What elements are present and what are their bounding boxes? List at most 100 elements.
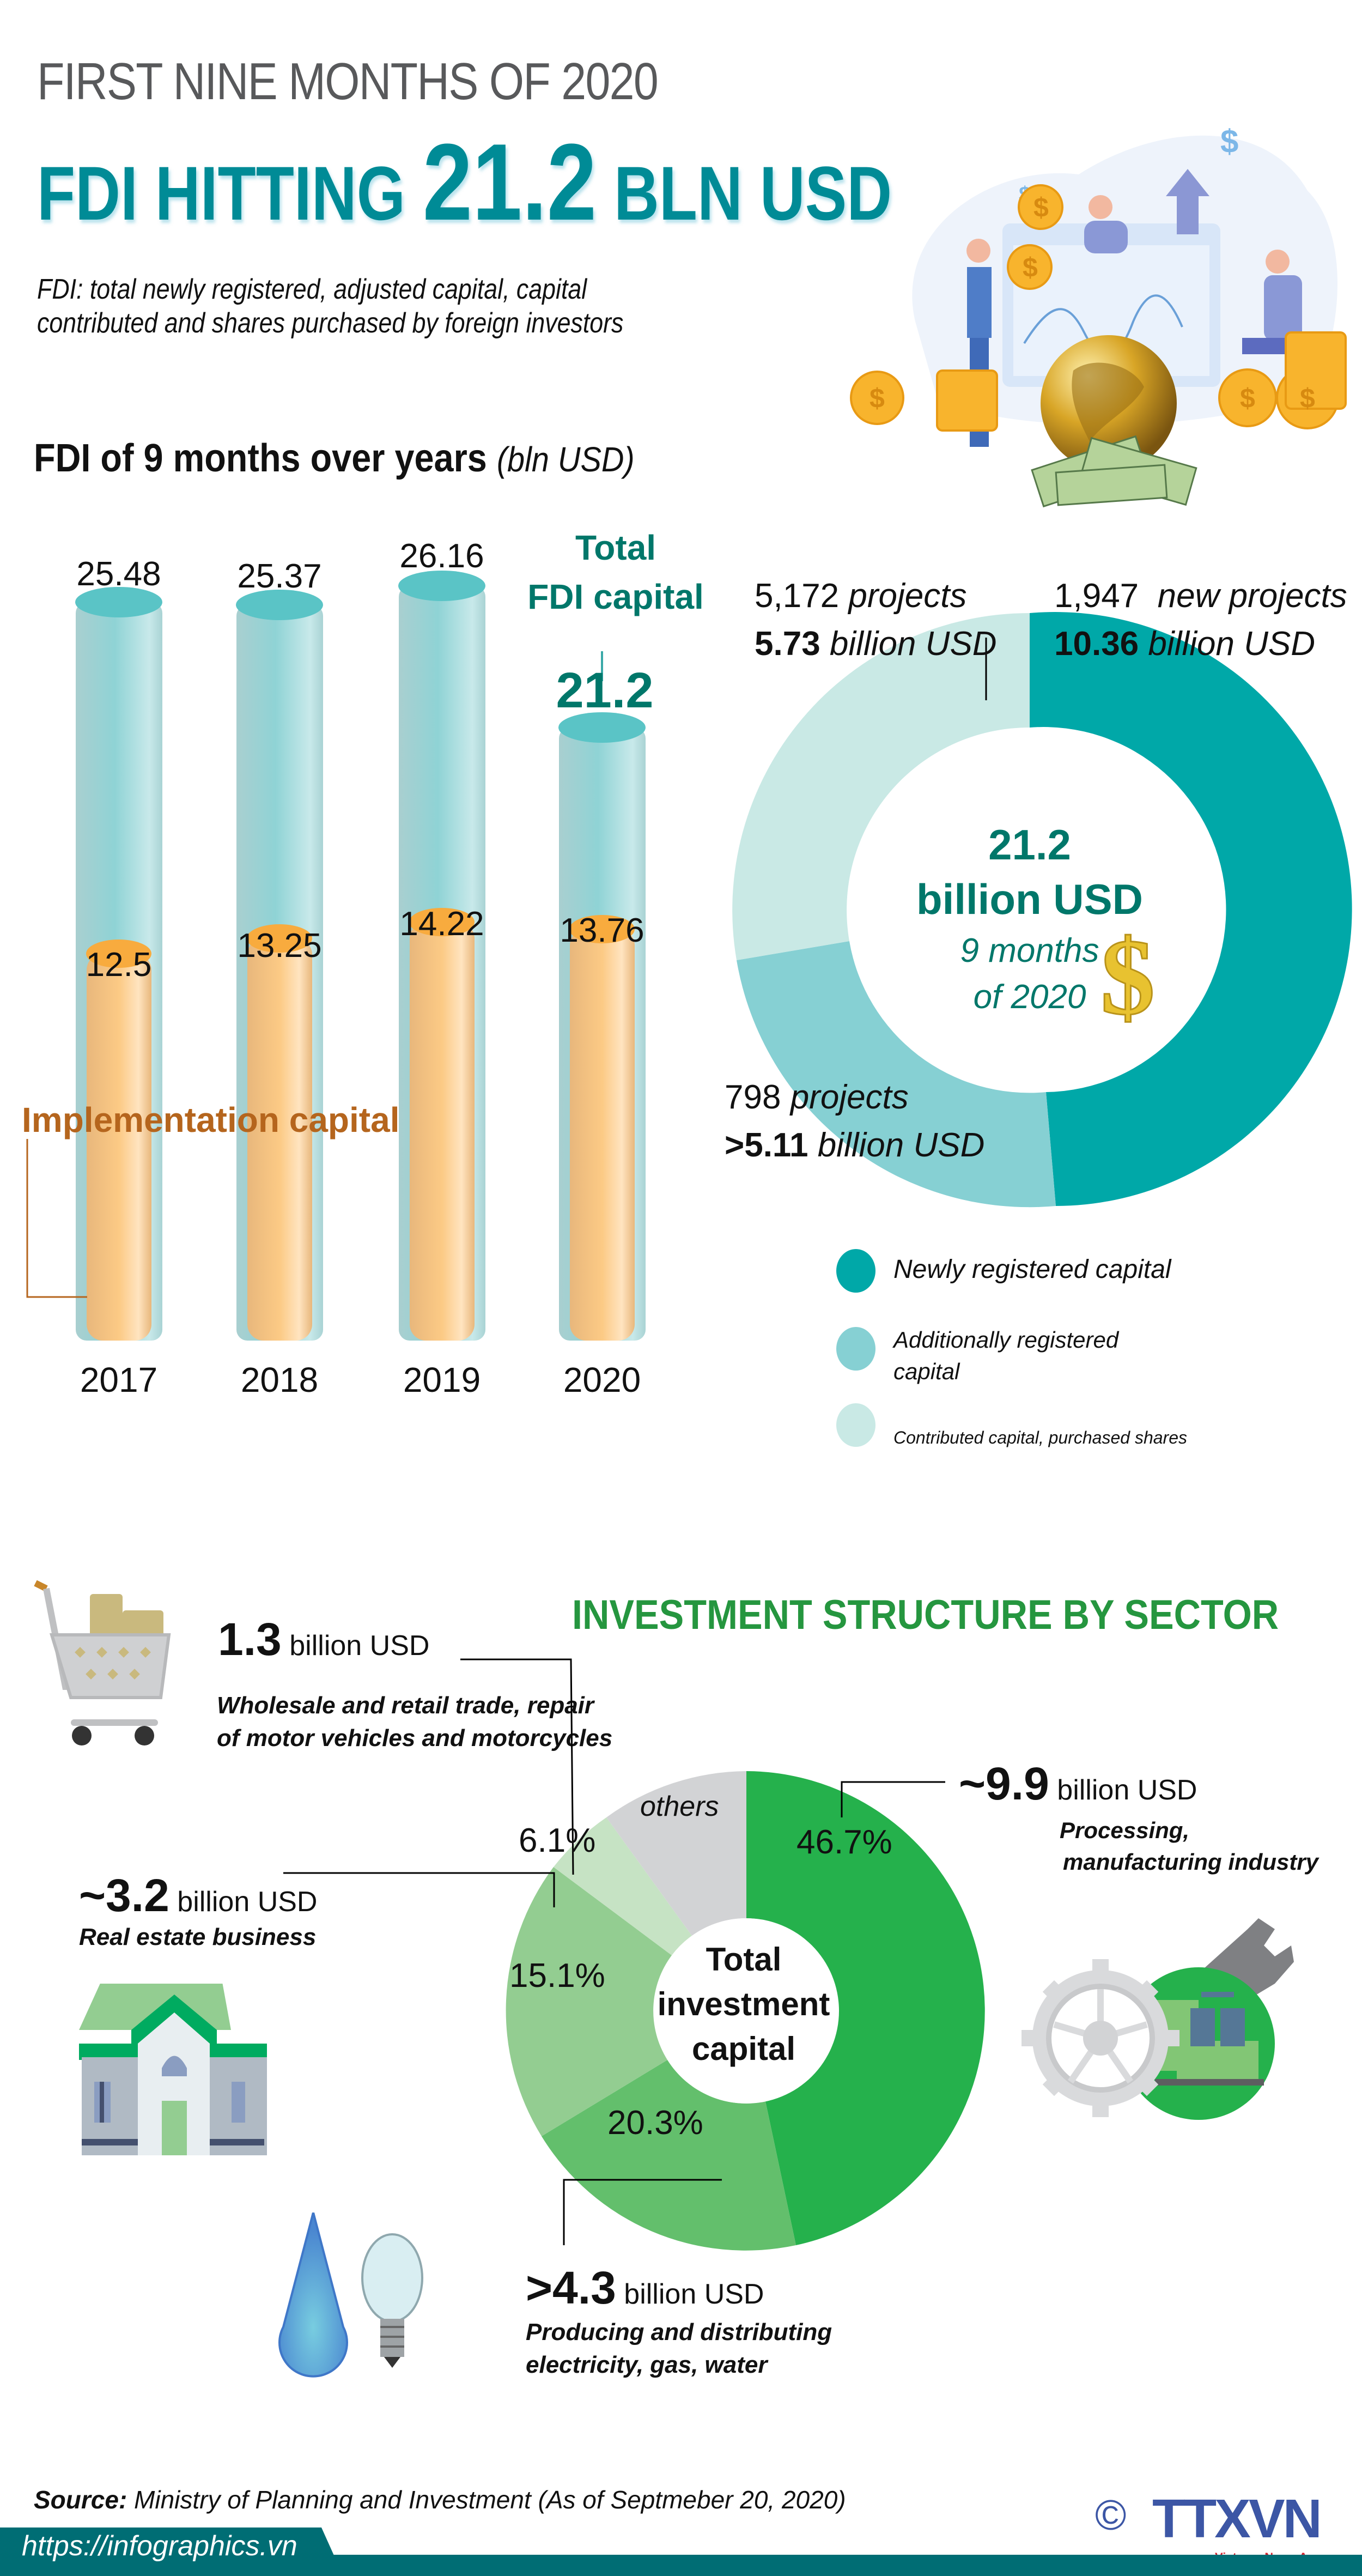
manufacturing-desc1: Processing, <box>1060 1817 1190 1843</box>
sector-center-line2: investment <box>657 1986 830 2022</box>
manufacturing-amount-value: ~9.9 <box>959 1758 1049 1809</box>
year-2019: 2019 <box>403 1360 481 1399</box>
fdi-donut-center: 21.2 billion USD 9 months of 2020 <box>834 817 1226 1019</box>
pct-real-estate: 15.1% <box>509 1957 605 1995</box>
real-estate-amount-unit: billion USD <box>177 1886 318 1918</box>
bar-total-2019: 26.16 <box>399 537 484 575</box>
electricity-amount: >4.3 billion USD <box>526 2262 764 2314</box>
shopping-cart-icon <box>34 1580 171 1745</box>
bar-total-2020: 21.2 <box>556 663 654 718</box>
svg-text:$: $ <box>1220 123 1238 160</box>
new-count: 1,947 <box>1054 577 1139 615</box>
bar-title-text: FDI of 9 months over years <box>34 437 487 480</box>
electricity-desc1: Producing and distributing <box>526 2319 832 2345</box>
bar-impl-2019: 14.22 <box>399 905 484 943</box>
bar-total-2017: 25.48 <box>76 555 161 593</box>
svg-text:$: $ <box>1033 192 1049 223</box>
year-2017: 2017 <box>80 1360 158 1399</box>
fdi-donut-chart: $ <box>732 612 1352 1208</box>
bar-2017 <box>75 587 162 1341</box>
electricity-desc: Producing and distributing electricity, g… <box>526 2316 832 2381</box>
sector-connectors <box>283 1658 945 2245</box>
manufacturing-amount: ~9.9 billion USD <box>959 1757 1197 1810</box>
header-line1: FIRST NINE MONTHS OF 2020 <box>37 52 659 111</box>
website-link[interactable]: https://infographics.vn <box>22 2530 297 2562</box>
source-text: Ministry of Planning and Investment (As … <box>127 2486 846 2514</box>
title-prefix: FDI HITTING <box>37 150 423 236</box>
total-label-line1: Total <box>575 528 656 567</box>
manufacturing-amount-unit: billion USD <box>1057 1774 1197 1806</box>
year-2020: 2020 <box>563 1360 641 1399</box>
legend-label-new: Newly registered capital <box>893 1255 1171 1284</box>
contributed-value-text: billion USD <box>829 625 997 663</box>
total-fdi-label: Total FDI capital <box>501 523 730 621</box>
svg-text:$: $ <box>1023 252 1038 283</box>
sector-donut-chart <box>506 1771 985 2251</box>
manufacturing-desc2: manufacturing industry <box>1063 1849 1319 1875</box>
bar-chart <box>26 571 646 1341</box>
bar-section-title: FDI of 9 months over years (bln USD) <box>34 436 635 481</box>
title-suffix: BLN USD <box>597 150 892 236</box>
bar-2018 <box>236 590 323 1341</box>
additional-count: 798 <box>725 1078 781 1116</box>
center-value: 21.2 <box>988 821 1071 869</box>
new-count-text: new projects <box>1157 577 1347 615</box>
real-estate-amount: ~3.2 billion USD <box>79 1869 318 1922</box>
electricity-amount-unit: billion USD <box>624 2278 764 2310</box>
center-sub1: 9 months <box>960 932 1099 969</box>
sector-section-title: INVESTMENT STRUCTURE BY SECTOR <box>572 1592 1279 1638</box>
bar-impl-2020: 13.76 <box>560 912 644 949</box>
implementation-capital-label: Implementation capital <box>22 1100 400 1139</box>
center-unit: billion USD <box>916 875 1143 923</box>
wholesale-desc: Wholesale and retail trade, repair of mot… <box>217 1689 612 1755</box>
footer-url-tab <box>0 2527 343 2576</box>
year-2018: 2018 <box>240 1360 319 1399</box>
bar-unit: (bln USD) <box>496 440 635 479</box>
legend-label-additional: Additionally registered capital <box>893 1327 1119 1384</box>
gear-factory-icon <box>1021 1918 1294 2120</box>
legend-swatch-additional <box>836 1327 875 1371</box>
svg-text:$: $ <box>870 383 885 414</box>
pct-electricity: 20.3% <box>607 2104 703 2142</box>
svg-text:$: $ <box>1240 383 1255 414</box>
svg-text:$: $ <box>1300 383 1315 414</box>
ttxvn-logo: TTXVN <box>1152 2488 1322 2549</box>
electricity-amount-value: >4.3 <box>526 2262 616 2313</box>
sector-center-line1: Total <box>706 1941 782 1978</box>
pct-others: others <box>640 1791 719 1822</box>
bar-2019 <box>398 571 485 1341</box>
additional-label: 798 projects >5.11 billion USD <box>725 1074 984 1169</box>
svg-text:$: $ <box>1100 917 1155 1038</box>
main-title: FDI HITTING 21.2 BLN USD <box>37 120 892 245</box>
new-label: 1,947 new projects 10.36 billion USD <box>1054 572 1347 668</box>
contributed-label: 5,172 projects 5.73 billion USD <box>755 572 997 668</box>
real-estate-amount-value: ~3.2 <box>79 1870 169 1921</box>
legend-label-contributed: Contributed capital, purchased shares <box>893 1428 1187 1447</box>
bar-total-2018: 25.37 <box>237 557 322 595</box>
additional-count-text: projects <box>790 1078 909 1116</box>
house-icon <box>79 1984 267 2155</box>
investment-illustration-icon: $ $ $$$$$ <box>850 123 1347 508</box>
bar-impl-2017: 12.5 <box>86 946 152 984</box>
wholesale-desc1: Wholesale and retail trade, repair <box>217 1692 594 1719</box>
manufacturing-desc: Processing, manufacturing industry <box>1060 1815 1318 1878</box>
real-estate-desc: Real estate business <box>79 1924 317 1950</box>
total-label-line2: FDI capital <box>527 577 704 616</box>
bar-impl-2018: 13.25 <box>237 927 322 965</box>
copyright-icon: © <box>1095 2491 1127 2539</box>
subtitle: FDI: total newly registered, adjusted ca… <box>37 274 624 339</box>
contributed-count-text: projects <box>848 577 967 615</box>
wholesale-amount-value: 1.3 <box>218 1614 282 1665</box>
wholesale-amount: 1.3 billion USD <box>218 1613 429 1666</box>
wholesale-desc2: of motor vehicles and motorcycles <box>217 1725 613 1751</box>
contributed-value: 5.73 <box>755 625 820 663</box>
additional-value: >5.11 <box>725 1126 808 1164</box>
new-value-text: billion USD <box>1148 625 1316 663</box>
electricity-desc2: electricity, gas, water <box>526 2351 768 2378</box>
contributed-count: 5,172 <box>755 577 840 615</box>
source-note: Source: Ministry of Planning and Investm… <box>34 2485 846 2514</box>
new-value: 10.36 <box>1054 625 1139 663</box>
wholesale-amount-unit: billion USD <box>289 1630 430 1662</box>
sector-donut-center: Total investment capital <box>651 1937 836 2071</box>
center-sub2: of 2020 <box>973 978 1086 1016</box>
